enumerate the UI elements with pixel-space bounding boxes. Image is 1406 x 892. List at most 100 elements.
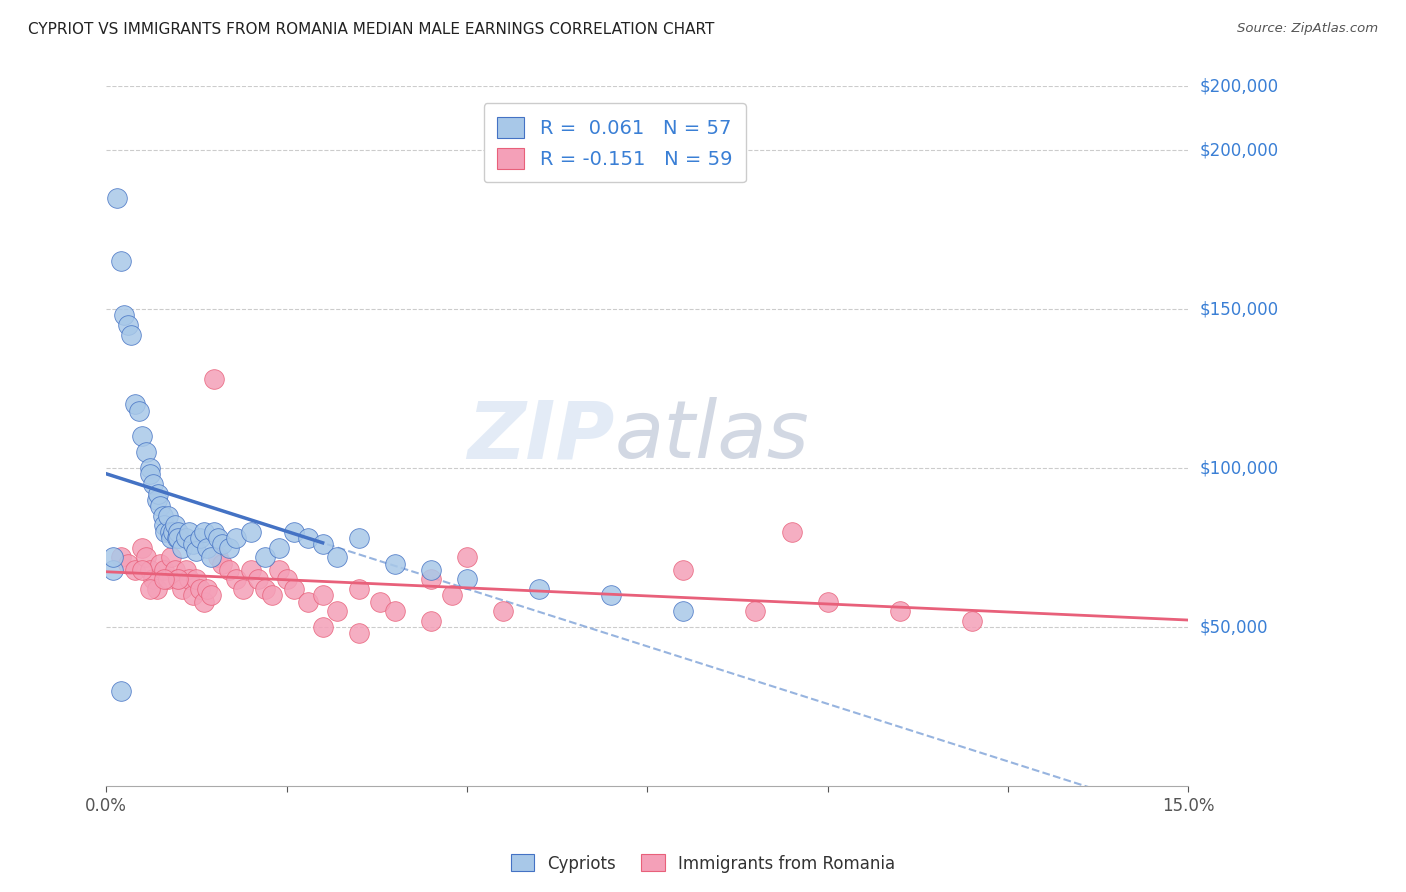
- Point: [211, 557, 233, 571]
- Point: [200, 588, 222, 602]
- Point: [135, 550, 157, 565]
- Point: [384, 557, 406, 571]
- Point: [170, 541, 193, 555]
- Point: [456, 550, 478, 565]
- Point: [166, 531, 188, 545]
- Point: [167, 524, 190, 539]
- Point: [138, 563, 160, 577]
- Point: [121, 327, 143, 342]
- Text: $200,000: $200,000: [1199, 141, 1278, 159]
- Point: [138, 582, 160, 596]
- Point: [347, 626, 370, 640]
- Text: ZIP: ZIP: [467, 397, 614, 475]
- Point: [159, 524, 181, 539]
- Point: [117, 318, 139, 332]
- Point: [117, 557, 139, 571]
- Legend: Cypriots, Immigrants from Romania: Cypriots, Immigrants from Romania: [505, 847, 901, 880]
- Point: [160, 550, 183, 565]
- Point: [181, 588, 204, 602]
- Text: $150,000: $150,000: [1199, 300, 1278, 318]
- Point: [419, 563, 441, 577]
- Point: [419, 573, 441, 587]
- Point: [103, 563, 125, 577]
- Point: [269, 563, 291, 577]
- Point: [195, 582, 218, 596]
- Point: [148, 486, 170, 500]
- Point: [174, 531, 197, 545]
- Point: [207, 531, 229, 545]
- Point: [112, 309, 135, 323]
- Text: $50,000: $50,000: [1199, 618, 1268, 636]
- Point: [153, 563, 176, 577]
- Point: [131, 541, 153, 555]
- Point: [131, 429, 153, 443]
- Point: [283, 524, 305, 539]
- Point: [135, 445, 157, 459]
- Point: [138, 461, 160, 475]
- Point: [156, 573, 179, 587]
- Point: [744, 604, 766, 618]
- Point: [326, 604, 349, 618]
- Point: [105, 191, 128, 205]
- Point: [186, 543, 208, 558]
- Point: [297, 531, 319, 545]
- Point: [179, 573, 201, 587]
- Point: [204, 524, 226, 539]
- Point: [211, 537, 233, 551]
- Point: [253, 582, 276, 596]
- Point: [174, 563, 197, 577]
- Point: [156, 508, 179, 523]
- Point: [149, 500, 172, 514]
- Point: [218, 563, 240, 577]
- Point: [207, 550, 229, 565]
- Point: [780, 524, 803, 539]
- Point: [456, 573, 478, 587]
- Point: [960, 614, 983, 628]
- Legend: R =  0.061   N = 57, R = -0.151   N = 59: R = 0.061 N = 57, R = -0.151 N = 59: [484, 103, 747, 183]
- Point: [124, 563, 146, 577]
- Point: [218, 541, 240, 555]
- Point: [370, 595, 392, 609]
- Point: [204, 372, 226, 386]
- Point: [419, 614, 441, 628]
- Point: [817, 595, 839, 609]
- Point: [889, 604, 911, 618]
- Point: [167, 531, 190, 545]
- Point: [326, 550, 349, 565]
- Text: CYPRIOT VS IMMIGRANTS FROM ROMANIA MEDIAN MALE EARNINGS CORRELATION CHART: CYPRIOT VS IMMIGRANTS FROM ROMANIA MEDIA…: [28, 22, 714, 37]
- Point: [246, 573, 269, 587]
- Point: [103, 550, 125, 565]
- Point: [262, 588, 284, 602]
- Point: [170, 582, 193, 596]
- Point: [145, 582, 167, 596]
- Point: [153, 573, 176, 587]
- Point: [142, 573, 165, 587]
- Point: [152, 508, 174, 523]
- Point: [276, 573, 298, 587]
- Point: [492, 604, 515, 618]
- Point: [110, 683, 132, 698]
- Point: [232, 582, 254, 596]
- Point: [269, 541, 291, 555]
- Point: [155, 524, 177, 539]
- Point: [110, 550, 132, 565]
- Point: [384, 604, 406, 618]
- Point: [200, 550, 222, 565]
- Point: [188, 582, 211, 596]
- Point: [253, 550, 276, 565]
- Point: [311, 620, 333, 634]
- Point: [131, 563, 153, 577]
- Point: [195, 541, 218, 555]
- Point: [311, 588, 333, 602]
- Point: [162, 524, 184, 539]
- Point: [124, 397, 146, 411]
- Point: [347, 531, 370, 545]
- Point: [600, 588, 623, 602]
- Point: [283, 582, 305, 596]
- Point: [193, 524, 215, 539]
- Point: [145, 492, 167, 507]
- Point: [239, 524, 262, 539]
- Point: [163, 518, 186, 533]
- Point: [193, 595, 215, 609]
- Point: [167, 573, 190, 587]
